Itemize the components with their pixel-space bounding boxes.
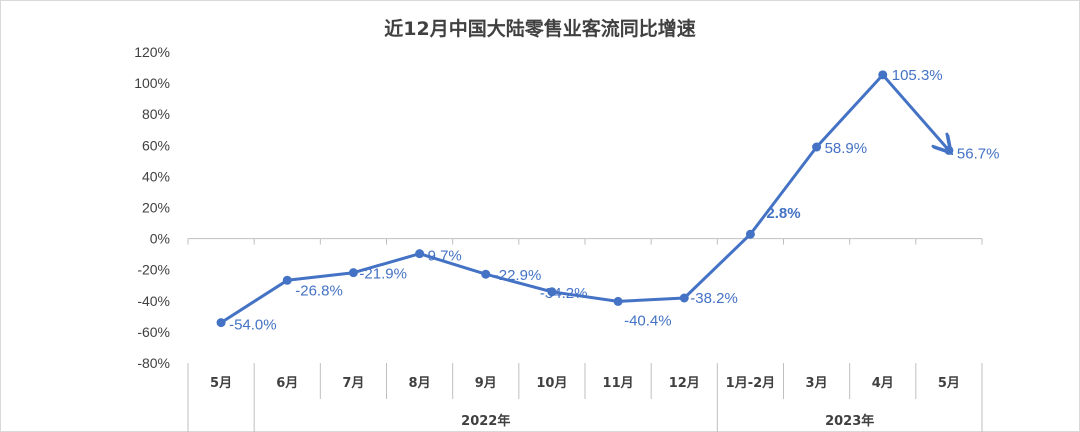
x-tick-label: 5月: [938, 376, 960, 391]
x-tick-label: 10月: [536, 376, 567, 391]
y-tick-label: 60%: [142, 137, 170, 153]
data-point: [547, 287, 557, 297]
data-point: [282, 275, 292, 285]
data-point: [216, 318, 226, 328]
data-label: -40.4%: [624, 312, 672, 329]
data-label: -54.0%: [229, 317, 277, 334]
x-tick-label: 9月: [475, 376, 497, 391]
y-tick-label: 40%: [142, 168, 170, 184]
data-point: [679, 293, 689, 303]
data-label: 105.3%: [892, 67, 943, 84]
x-tick-label: 1月-2月: [726, 376, 776, 391]
y-tick-label: 0%: [150, 231, 170, 247]
x-group-label: 2023年: [825, 413, 874, 429]
data-point: [348, 268, 358, 278]
data-label: -22.9%: [494, 267, 542, 284]
data-label: 2.8%: [766, 205, 800, 222]
y-tick-label: 100%: [134, 75, 170, 91]
data-point: [745, 229, 755, 239]
data-point: [415, 249, 425, 259]
data-point: [481, 269, 491, 279]
x-tick-label: 12月: [669, 376, 700, 391]
y-tick-label: 80%: [142, 106, 170, 122]
y-tick-label: -80%: [137, 355, 170, 371]
data-label: -21.9%: [359, 266, 407, 283]
x-tick-label: 8月: [409, 376, 431, 391]
x-group-label: 2022年: [461, 413, 510, 429]
data-label: -26.8%: [295, 282, 343, 299]
data-point: [613, 296, 623, 306]
y-tick-label: -20%: [137, 262, 170, 278]
x-tick-label: 11月: [603, 376, 634, 391]
x-tick-label: 7月: [342, 376, 364, 391]
data-label: 58.9%: [825, 140, 868, 157]
data-point: [944, 145, 954, 155]
y-tick-label: 120%: [134, 44, 170, 60]
chart-title: 近12月中国大陆零售业客流同比增速: [384, 18, 696, 40]
y-tick-label: -60%: [137, 324, 170, 340]
x-tick-label: 3月: [806, 376, 828, 391]
y-tick-label: -40%: [137, 293, 170, 309]
x-tick-label: 4月: [872, 376, 894, 391]
x-tick-label: 6月: [276, 376, 298, 391]
data-label: 56.7%: [957, 145, 1000, 162]
data-label: 9.7%: [428, 248, 462, 265]
x-tick-label: 5月: [210, 376, 232, 391]
data-point: [812, 142, 822, 152]
series-line-arrow: [881, 73, 949, 150]
data-point: [878, 70, 888, 80]
y-tick-label: 20%: [142, 200, 170, 216]
data-label: -34.2%: [540, 285, 588, 302]
data-label: -38.2%: [690, 290, 738, 307]
